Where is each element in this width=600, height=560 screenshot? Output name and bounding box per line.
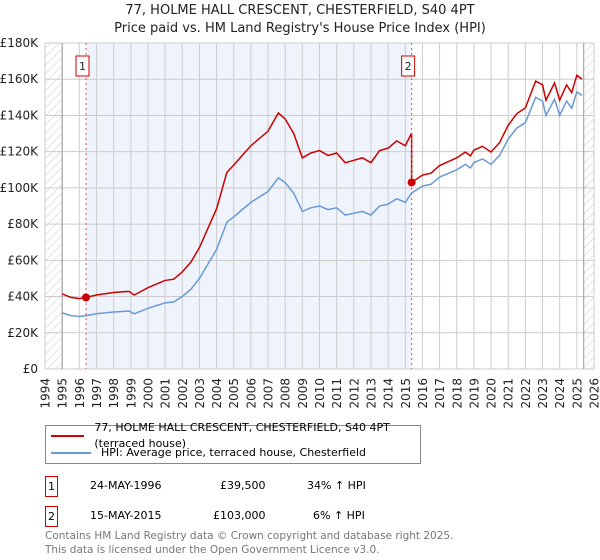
chart-title: 77, HOLME HALL CRESCENT, CHESTERFIELD, S… <box>125 3 475 18</box>
chart-subtitle: Price paid vs. HM Land Registry's House … <box>114 21 486 36</box>
x-tick-label: 2011 <box>330 378 344 409</box>
x-tick-label: 2017 <box>433 378 447 409</box>
x-tick-label: 2005 <box>227 378 241 409</box>
y-tick-label: £80K <box>7 217 39 231</box>
x-tick-label: 2018 <box>450 378 464 409</box>
x-tick-label: 2002 <box>176 378 190 409</box>
x-tick-label: 2025 <box>570 378 584 409</box>
x-tick-label: 2009 <box>296 378 310 409</box>
sale-point <box>82 293 91 302</box>
x-tick-label: 2001 <box>159 378 173 409</box>
sale-label: 2 <box>405 60 412 73</box>
x-tick-label: 2026 <box>588 378 600 409</box>
x-tick-label: 2021 <box>502 378 516 409</box>
legend-swatch-blue <box>51 452 91 454</box>
x-tick-label: 2007 <box>262 378 276 409</box>
x-tick-label: 2012 <box>347 378 361 409</box>
x-tick-label: 1998 <box>107 378 121 409</box>
y-tick-label: £40K <box>7 290 39 304</box>
footer-licence: This data is licensed under the Open Gov… <box>45 544 380 556</box>
x-tick-label: 2003 <box>193 378 207 409</box>
x-tick-label: 2004 <box>210 378 224 409</box>
y-tick-label: £160K <box>0 72 39 86</box>
x-tick-label: 2013 <box>364 378 378 409</box>
y-tick-label: £20K <box>7 326 39 340</box>
x-tick-label: 2020 <box>485 378 499 409</box>
y-tick-label: £0 <box>23 362 38 376</box>
transaction-price: £39,500 <box>220 479 266 492</box>
y-tick-label: £60K <box>7 253 39 267</box>
x-tick-label: 1999 <box>124 378 138 409</box>
x-tick-label: 1995 <box>56 378 70 409</box>
x-tick-label: 2008 <box>279 378 293 409</box>
y-tick-label: £120K <box>0 145 39 159</box>
x-tick-label: 2016 <box>416 378 430 409</box>
transaction-price: £103,000 <box>213 509 266 522</box>
ownership-period-shade <box>86 43 412 369</box>
x-tick-label: 2022 <box>519 378 533 409</box>
transaction-date: 24-MAY-1996 <box>90 479 162 492</box>
sale-label-box <box>75 55 90 77</box>
transaction-hpi: 6% ↑ HPI <box>313 509 365 522</box>
property-price-line <box>61 74 583 300</box>
x-tick-label: 1994 <box>39 378 53 409</box>
chart-legend: 77, HOLME HALL CRESCENT, CHESTERFIELD, S… <box>45 421 421 464</box>
x-tick-label: 2019 <box>467 378 481 409</box>
x-tick-label: 1996 <box>73 378 87 409</box>
legend-swatch-red <box>51 435 85 437</box>
sale-point <box>407 178 416 187</box>
legend-label-hpi: HPI: Average price, terraced house, Ches… <box>101 446 367 459</box>
sale-label: 1 <box>79 60 86 73</box>
y-tick-label: £100K <box>0 181 39 195</box>
transaction-date: 15-MAY-2015 <box>90 509 162 522</box>
legend-label-property: 77, HOLME HALL CRESCENT, CHESTERFIELD, S… <box>94 421 390 450</box>
y-tick-label: £180K <box>0 36 39 50</box>
footer-copyright: Contains HM Land Registry data © Crown c… <box>45 530 454 542</box>
x-tick-label: 1997 <box>90 378 104 409</box>
no-data-hatch-left <box>45 43 63 369</box>
y-tick-label: £140K <box>0 108 39 122</box>
legend-item-property: 77, HOLME HALL CRESCENT, CHESTERFIELD, S… <box>46 421 420 450</box>
x-tick-label: 2014 <box>382 378 396 409</box>
x-tick-label: 2023 <box>536 378 550 409</box>
no-data-hatch-right <box>583 43 594 369</box>
transaction-badge: 2 <box>45 506 58 527</box>
transaction-badge: 1 <box>45 476 58 497</box>
x-tick-label: 2010 <box>313 378 327 409</box>
x-tick-label: 2006 <box>244 378 258 409</box>
transaction-hpi: 34% ↑ HPI <box>307 479 366 492</box>
sale-label-box <box>401 55 416 77</box>
x-tick-label: 2024 <box>553 378 567 409</box>
legend-item-hpi: HPI: Average price, terraced house, Ches… <box>46 445 366 461</box>
hpi-line <box>61 90 583 318</box>
x-tick-label: 2015 <box>399 378 413 409</box>
x-tick-label: 2000 <box>141 378 155 409</box>
